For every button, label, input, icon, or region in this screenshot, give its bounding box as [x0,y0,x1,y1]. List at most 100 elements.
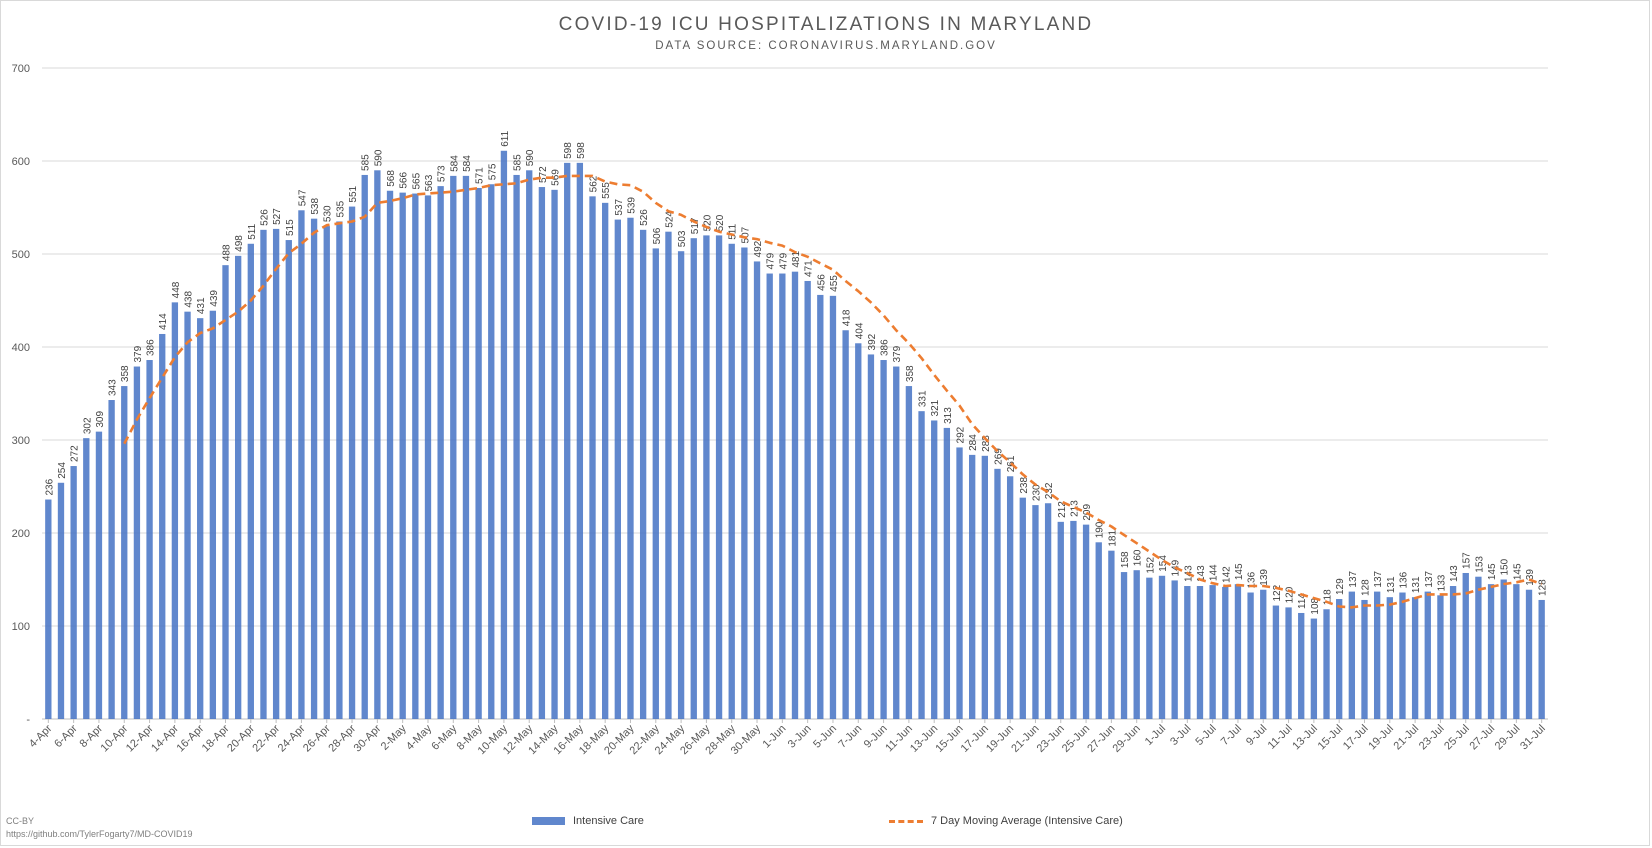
data-label: 212 [1057,501,1068,518]
bar [690,238,697,719]
bar [437,186,444,720]
data-label: 479 [766,252,777,269]
data-label: 129 [1335,578,1346,595]
y-tick-label: - [26,714,30,726]
data-label: 575 [487,163,498,180]
data-label: 448 [171,281,182,298]
data-label: 153 [1474,556,1485,573]
data-label: 431 [196,297,207,314]
bar [513,174,520,719]
bar [1184,586,1191,719]
data-label: 292 [956,426,967,443]
data-label: 471 [804,260,815,277]
data-label: 506 [652,227,663,244]
bar [1222,586,1229,719]
x-tick-label: 11-Jul [1266,723,1295,752]
data-label: 573 [437,165,448,182]
bar [310,218,318,719]
bar [1361,599,1368,719]
data-label: 358 [905,365,916,382]
x-tick-label: 13-Jul [1290,723,1320,753]
bar [639,229,647,719]
x-tick-label: 29-Jul [1493,723,1523,753]
bar [184,311,191,719]
bar [1120,572,1128,719]
bar [133,366,141,719]
data-label: 555 [601,182,612,199]
data-label: 137 [1348,570,1359,587]
x-tick-label: 25-Jun [1060,723,1092,755]
data-label: 572 [538,166,549,183]
data-label: 230 [1031,484,1042,501]
x-tick-label: 19-Jul [1366,723,1396,753]
data-label: 571 [475,167,486,184]
x-tick-label: 30-Apr [352,722,384,754]
bar [1500,579,1507,719]
bar [1513,584,1520,719]
data-label: 284 [968,434,979,451]
data-label: 566 [399,171,410,188]
data-label: 128 [1538,579,1549,596]
bar [1475,576,1482,719]
bar [1057,521,1064,719]
bar [1538,599,1545,719]
data-label: 386 [146,339,157,356]
y-tick-label: 400 [12,342,30,354]
x-tick-label: 15-Jun [933,723,965,755]
data-label: 539 [626,197,637,214]
data-label: 131 [1386,576,1397,593]
bar [361,174,368,719]
bar [424,195,432,719]
bar [488,184,495,719]
data-label: 154 [1158,555,1169,572]
x-tick-label: 24-Apr [276,722,308,754]
bar [627,217,634,720]
x-tick-label: 27-Jul [1467,723,1497,753]
x-tick-label: 12-Apr [124,722,156,754]
data-label: 386 [880,339,891,356]
bar [1487,584,1495,719]
bar [108,400,115,719]
bar [386,190,394,719]
data-label: 379 [133,345,144,362]
x-tick-label: 10-Apr [99,722,131,754]
bar [1272,605,1280,719]
data-label: 190 [1095,521,1106,538]
bar [500,150,508,719]
bar [880,360,887,719]
bar [538,187,546,720]
data-label: 551 [348,185,359,202]
x-tick-label: 21-Jul [1392,723,1422,753]
bar [1209,585,1216,719]
data-label: 122 [1272,584,1283,601]
x-tick-label: 23-Jun [1035,723,1067,755]
data-label: 568 [386,170,397,187]
bar [1424,591,1431,719]
data-label: 133 [1436,574,1447,591]
data-label: 481 [791,251,802,268]
bar [475,187,482,720]
bar [374,170,381,720]
data-label: 455 [829,275,840,292]
bar [602,202,609,720]
x-tick-label: 5-Jun [811,723,839,751]
data-label: 456 [816,274,827,291]
bar [1108,550,1115,719]
data-label: 530 [323,205,334,222]
x-tick-label: 1-Jun [761,723,789,751]
x-tick-label: 2-May [379,722,409,752]
x-tick-label: 17-Jun [959,723,991,755]
data-label: 331 [918,390,929,407]
x-tick-label: 1-Jul [1143,723,1168,748]
bar [829,295,837,719]
bar [1171,580,1178,719]
data-label: 309 [95,411,106,428]
bar [1373,591,1381,719]
bar [1348,591,1356,719]
bar [1070,520,1077,719]
data-label: 139 [1259,569,1270,586]
bar [1386,597,1393,719]
data-label: 137 [1424,570,1435,587]
